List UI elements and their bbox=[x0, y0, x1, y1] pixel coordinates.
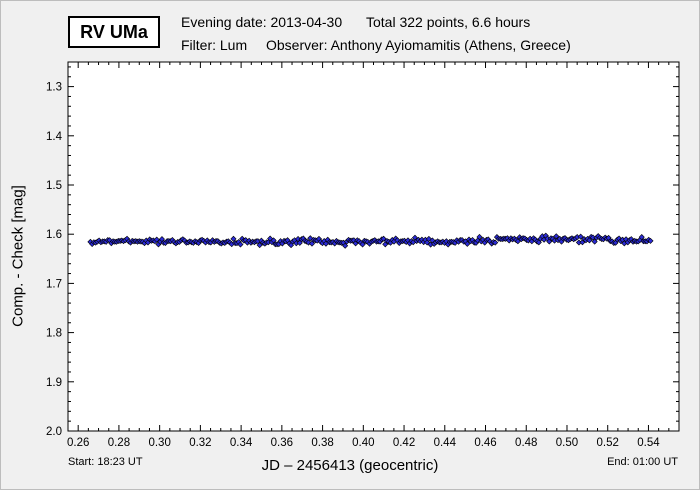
data-point bbox=[237, 241, 244, 248]
end-time: End: 01:00 UT bbox=[607, 456, 678, 468]
x-tick-label: 0.52 bbox=[597, 437, 619, 449]
star-name: RV UMa bbox=[80, 21, 148, 42]
data-point bbox=[380, 235, 387, 242]
x-tick-label: 0.36 bbox=[271, 437, 293, 449]
y-tick-label: 2.0 bbox=[46, 426, 62, 438]
data-point bbox=[230, 235, 237, 242]
plot-area bbox=[67, 61, 680, 432]
x-tick-label: 0.26 bbox=[67, 437, 89, 449]
x-axis-label: JD – 2456413 (geocentric) bbox=[261, 457, 439, 474]
x-tick-label: 0.30 bbox=[148, 437, 170, 449]
y-axis-label: Comp. - Check [mag] bbox=[9, 185, 27, 327]
x-tick-label: 0.42 bbox=[393, 437, 415, 449]
data-point bbox=[514, 238, 521, 245]
data-point bbox=[342, 242, 349, 249]
data-point bbox=[638, 234, 645, 241]
x-tick-label: 0.38 bbox=[311, 437, 333, 449]
y-tick-label: 1.4 bbox=[46, 131, 63, 143]
filter-label: Filter: Lum bbox=[181, 37, 248, 53]
y-tick-label: 1.3 bbox=[46, 82, 62, 94]
star-name-box: RV UMa bbox=[68, 16, 160, 48]
x-tick-label: 0.54 bbox=[637, 437, 660, 449]
data-point bbox=[476, 233, 483, 240]
y-tick-label: 1.6 bbox=[46, 229, 62, 241]
total-points: Total 322 points, 6.6 hours bbox=[366, 14, 531, 30]
data-point bbox=[256, 242, 263, 249]
data-point bbox=[464, 240, 471, 247]
data-point bbox=[577, 233, 584, 240]
x-tick-label: 0.48 bbox=[515, 437, 537, 449]
x-tick-label: 0.40 bbox=[352, 437, 374, 449]
data-point bbox=[307, 235, 314, 242]
start-time: Start: 18:23 UT bbox=[68, 456, 143, 468]
y-tick-label: 1.8 bbox=[46, 328, 62, 340]
x-tick-label: 0.28 bbox=[108, 437, 130, 449]
x-tick-label: 0.34 bbox=[230, 437, 253, 449]
observer-label: Observer: Anthony Ayiomamitis (Athens, G… bbox=[266, 37, 571, 53]
y-tick-label: 1.7 bbox=[46, 278, 62, 290]
x-tick-label: 0.32 bbox=[189, 437, 211, 449]
y-tick-label: 1.9 bbox=[46, 377, 62, 389]
x-tick-label: 0.50 bbox=[556, 437, 578, 449]
data-point bbox=[153, 236, 160, 243]
evening-date: Evening date: 2013-04-30 bbox=[181, 14, 343, 30]
x-tick-label: 0.46 bbox=[474, 437, 496, 449]
data-point bbox=[492, 239, 499, 246]
data-point bbox=[647, 237, 654, 244]
y-tick-label: 1.5 bbox=[46, 180, 62, 192]
x-tick-label: 0.44 bbox=[434, 437, 457, 449]
